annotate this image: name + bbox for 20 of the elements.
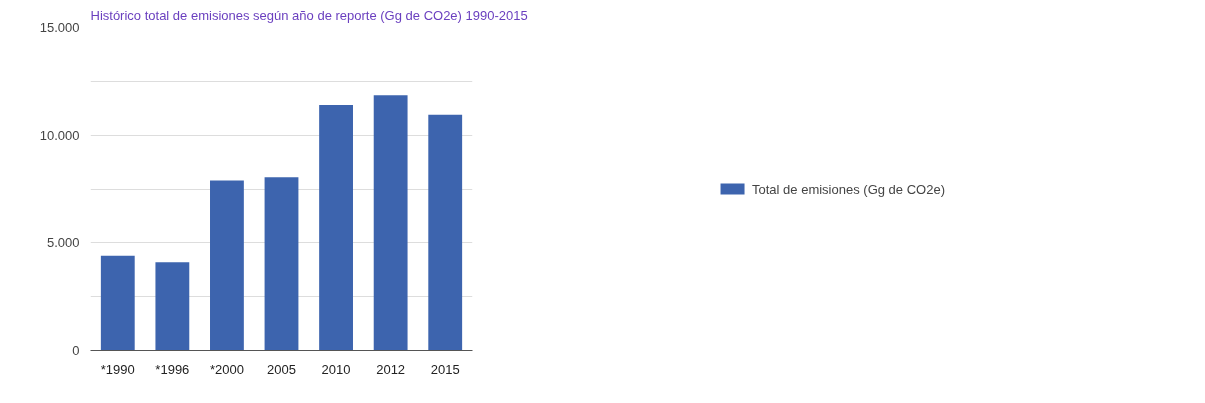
x-tick-label: 2012: [376, 361, 406, 377]
x-tick-label: *2000: [209, 361, 244, 377]
bar: [264, 177, 299, 351]
bar: [373, 95, 408, 351]
x-tick-label: 2015: [430, 361, 460, 377]
bar: [100, 255, 135, 351]
legend-label: Total de emisiones (Gg de CO2e): [752, 181, 945, 196]
x-tick-label: 2005: [267, 361, 296, 377]
y-tick-label: 5.000: [46, 235, 80, 251]
y-tick-label: 0: [72, 343, 80, 358]
chart-title: Histórico total de emisiones según año de reporte (Gg de CO2e) 1990-2015: [90, 7, 528, 23]
bar: [319, 105, 353, 351]
bar: [155, 262, 190, 351]
x-tick-label: *1996: [155, 361, 190, 377]
x-tick-label: *1990: [100, 361, 135, 377]
bar: [210, 180, 244, 351]
y-tick-label: 15.000: [39, 20, 80, 35]
bar: [428, 114, 463, 351]
y-tick-label: 10.000: [39, 127, 80, 143]
x-tick-label: 2010: [321, 361, 351, 377]
